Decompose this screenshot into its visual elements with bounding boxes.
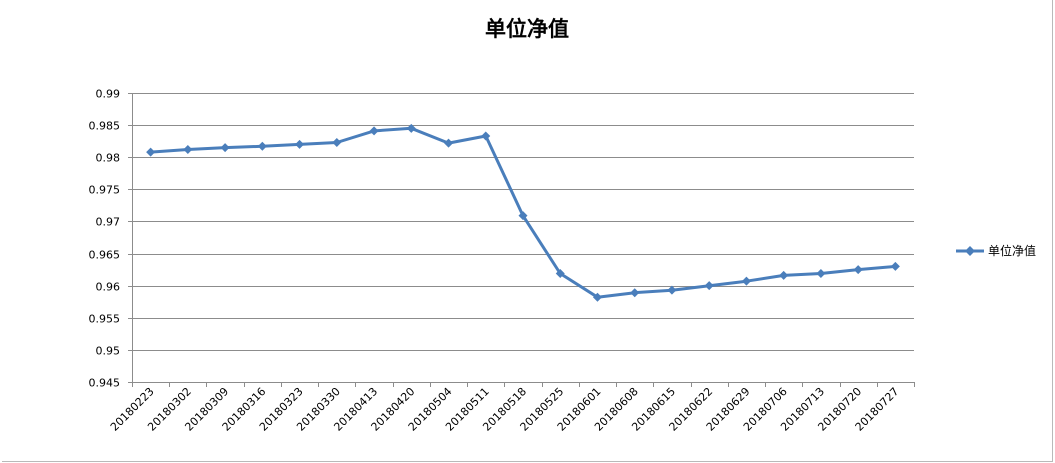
axes [132, 93, 915, 387]
data-point-marker [444, 138, 454, 148]
legend: 单位净值 [956, 243, 1036, 258]
data-point-marker [257, 141, 267, 151]
data-point-marker [592, 292, 602, 302]
data-point-marker [704, 281, 714, 291]
data-point-marker [146, 147, 156, 157]
y-tick-label: 0.99 [96, 88, 121, 101]
data-point-marker [481, 131, 491, 141]
series-layer [146, 123, 900, 302]
y-tick-label: 0.975 [89, 184, 121, 197]
y-tick-label: 0.96 [96, 281, 121, 294]
y-tick-label: 0.97 [96, 216, 121, 229]
gridlines [128, 93, 914, 383]
data-point-marker [816, 268, 826, 278]
data-point-marker [779, 270, 789, 280]
data-point-marker [406, 123, 416, 133]
data-point-marker [295, 139, 305, 149]
data-point-marker [853, 265, 863, 275]
chart-title: 单位净值 [485, 17, 569, 41]
data-point-marker [630, 288, 640, 298]
y-tick-label: 0.985 [89, 120, 121, 133]
y-tick-label: 0.955 [89, 313, 121, 326]
y-tick-label: 0.98 [96, 152, 121, 165]
y-tick-label: 0.95 [96, 345, 121, 358]
y-tick-label: 0.965 [89, 249, 121, 262]
data-point-marker [555, 268, 565, 278]
data-point-marker [220, 143, 230, 153]
data-point-marker [741, 276, 751, 286]
data-point-marker [369, 126, 379, 136]
y-tick-label: 0.945 [89, 377, 121, 390]
legend-label: 单位净值 [988, 243, 1036, 258]
data-point-marker [667, 285, 677, 295]
data-point-marker [183, 145, 193, 155]
x-axis-tick-labels: 2018022320180302201803092018031620180323… [108, 385, 902, 434]
y-axis-tick-labels: 0.99 0.985 0.98 0.975 0.97 0.965 0.96 0.955 0.95… [89, 88, 121, 390]
data-point-marker [890, 261, 900, 271]
data-point-marker [518, 211, 528, 221]
data-point-marker [332, 137, 342, 147]
legend-marker-icon [965, 246, 975, 256]
